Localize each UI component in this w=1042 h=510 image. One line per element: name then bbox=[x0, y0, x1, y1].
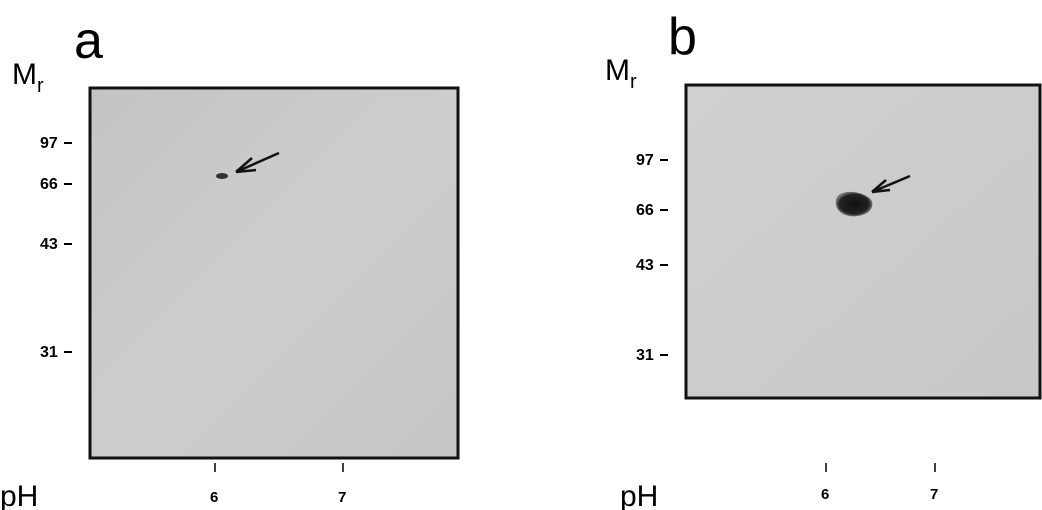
marker-label: 66 bbox=[40, 176, 58, 193]
panel-label: b bbox=[668, 8, 697, 66]
mr-label: Mr bbox=[605, 54, 637, 93]
marker-ticks bbox=[64, 142, 72, 353]
ph-tick-label: 7 bbox=[338, 489, 346, 506]
ph-label: pH bbox=[620, 480, 658, 510]
ph-tick-label: 7 bbox=[930, 486, 938, 503]
arrow bbox=[235, 151, 280, 174]
spot bbox=[835, 191, 873, 217]
mr-label: Mr bbox=[12, 58, 44, 97]
mr-main: M bbox=[605, 54, 630, 87]
panel-b: b Mr 97 66 43 31 pH 6 7 bbox=[605, 8, 1042, 510]
marker-label: 97 bbox=[40, 135, 58, 152]
markers: 97 66 43 31 bbox=[636, 152, 668, 364]
mr-sub: r bbox=[37, 75, 44, 97]
panel-a: a Mr 97 66 43 31 pH 6 7 bbox=[0, 12, 460, 510]
mr-sub: r bbox=[630, 71, 637, 93]
mr-main: M bbox=[12, 58, 37, 91]
ph-ticks bbox=[825, 463, 936, 472]
ph-ticks bbox=[214, 463, 344, 472]
panel-label: a bbox=[74, 12, 103, 70]
markers: 97 66 43 31 bbox=[40, 135, 72, 361]
marker-label: 43 bbox=[636, 257, 654, 274]
marker-label: 31 bbox=[40, 344, 58, 361]
marker-label: 66 bbox=[636, 202, 654, 219]
ph-tick-label: 6 bbox=[821, 486, 829, 503]
spot bbox=[216, 173, 228, 179]
ph-label: pH bbox=[0, 480, 38, 510]
ph-tick-label: 6 bbox=[210, 489, 218, 506]
gel bbox=[684, 83, 1042, 400]
gel bbox=[88, 86, 460, 460]
marker-label: 31 bbox=[636, 347, 654, 364]
marker-ticks bbox=[660, 159, 668, 356]
marker-label: 43 bbox=[40, 236, 58, 253]
arrow bbox=[871, 174, 911, 194]
marker-label: 97 bbox=[636, 152, 654, 169]
